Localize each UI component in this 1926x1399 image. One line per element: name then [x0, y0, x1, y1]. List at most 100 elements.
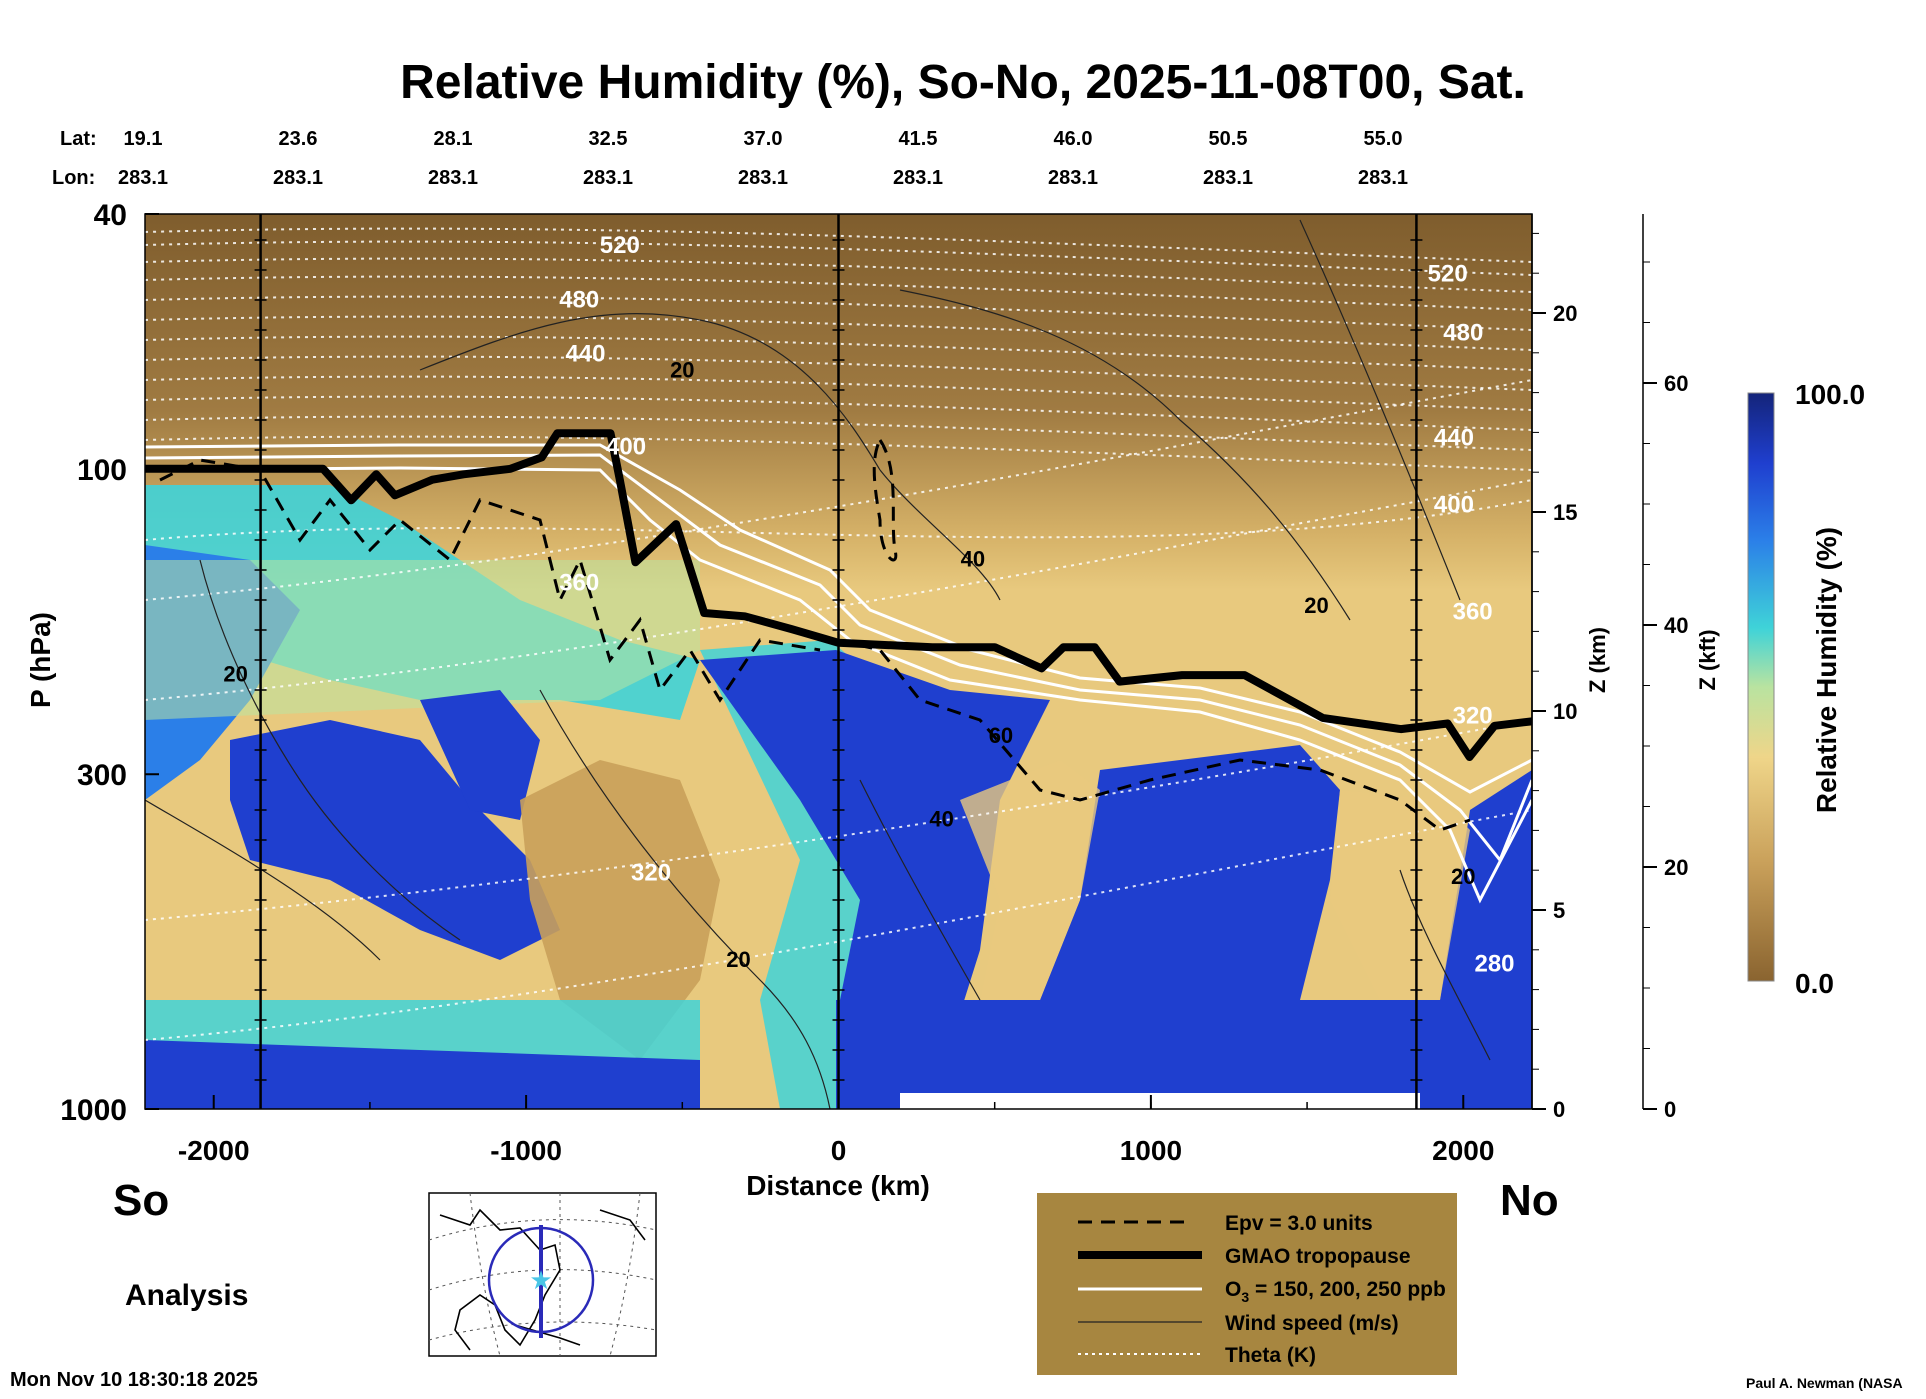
colorbar-label: Relative Humidity (%) [1811, 527, 1842, 813]
theta-label: 440 [1434, 425, 1474, 452]
epv-contour [159, 458, 821, 703]
z-kft-tick-label: 20 [1664, 855, 1688, 880]
legend-label-epv: Epv = 3.0 units [1225, 1212, 1373, 1235]
y-tick-label: 40 [94, 199, 127, 232]
wind-speed-contours [145, 219, 1491, 1109]
map-inset: ★ [428, 1192, 657, 1357]
wind-contour [879, 469, 1001, 601]
z-km-tick-label: 10 [1553, 699, 1577, 724]
z-km-tick-label: 15 [1553, 500, 1577, 525]
z-kft-tick-label: 0 [1664, 1097, 1676, 1122]
theta-label: 520 [600, 232, 640, 259]
star-icon: ★ [529, 1265, 552, 1295]
lat-lon-row: 19.1 283.1 23.6 283.1 28.1 283.1 32.5 283.1 37.0… [118, 128, 1408, 189]
theta-label: 400 [606, 434, 646, 461]
blue-deep-central [700, 650, 1050, 1109]
epv-contour [872, 437, 898, 562]
z-kft-tick-label: 40 [1664, 613, 1688, 638]
z-km-tick-label: 20 [1553, 301, 1577, 326]
wind-contour [1299, 219, 1461, 601]
z-kft-axis: 0 20 40 60 [1642, 214, 1688, 1122]
epv-contours [159, 437, 1471, 832]
theta-label: 280 [1474, 951, 1514, 978]
lon-value: 283.1 [583, 167, 633, 189]
analysis-label: Analysis [125, 1279, 248, 1312]
wind-contour [145, 799, 381, 961]
blue-bottom-north [836, 1000, 1532, 1109]
theta-label: 320 [1453, 703, 1493, 730]
blue-deep-south [230, 720, 560, 960]
lon-value: 283.1 [1358, 167, 1408, 189]
x-tick-label: 1000 [1120, 1135, 1182, 1166]
legend-label-theta: Theta (K) [1225, 1344, 1316, 1367]
wind-speed-label: 60 [989, 723, 1013, 748]
credit-label: Paul A. Newman (NASA [1746, 1375, 1903, 1391]
lat-value: 23.6 [279, 128, 318, 150]
lon-label: Lon: [52, 167, 95, 189]
y-axis-label: P (hPa) [25, 612, 56, 708]
lon-value: 283.1 [118, 167, 168, 189]
coastline [439, 1208, 646, 1351]
lon-value: 283.1 [738, 167, 788, 189]
south-label: So [113, 1176, 169, 1225]
theta-contour [145, 719, 1532, 921]
wind-contour [419, 313, 881, 471]
theta-label: 360 [559, 570, 599, 597]
ozone-contour [145, 466, 1532, 904]
theta-labels: 520 480 440 400 360 320 520 480 440 400 360 320 280 [559, 232, 1514, 978]
theta-label: 400 [1434, 491, 1474, 518]
wind-contour [199, 559, 461, 941]
lat-label: Lat: [60, 128, 97, 150]
wind-speed-label: 40 [961, 546, 985, 571]
x-tick-label: 2000 [1432, 1135, 1494, 1166]
y-tick-label: 300 [77, 759, 127, 792]
x-tick-label: -1000 [490, 1135, 562, 1166]
wind-contour [539, 689, 831, 1109]
lat-value: 50.5 [1209, 128, 1248, 150]
theta-label: 480 [1443, 319, 1483, 346]
blue-deep-mid [420, 690, 540, 820]
lat-value: 28.1 [434, 128, 473, 150]
colorbar [1747, 392, 1775, 982]
theta-contour [145, 227, 1532, 263]
theta-label: 480 [559, 287, 599, 314]
z-km-axis: 0 5 10 15 20 [1531, 214, 1577, 1122]
theta-contour [145, 257, 1532, 293]
theta-label: 320 [631, 860, 671, 887]
lon-value: 283.1 [1048, 167, 1098, 189]
theta-contour [145, 395, 1532, 431]
y-tick-label: 100 [77, 454, 127, 487]
wind-speed-label: 20 [1451, 864, 1475, 889]
wind-contour [899, 289, 1351, 621]
epv-contour [835, 638, 1471, 832]
legend-label-wind: Wind speed (m/s) [1225, 1312, 1399, 1335]
blue-bottom-south [145, 1040, 700, 1109]
tropopause-line [145, 429, 1532, 761]
wind-speed-labels: 20 40 20 20 60 40 20 20 [223, 357, 1475, 972]
theta-contour [145, 435, 1532, 471]
theta-contour [145, 275, 1532, 311]
theta-contour [145, 315, 1532, 351]
y-tick-label: 1000 [60, 1094, 127, 1127]
lon-value: 283.1 [893, 167, 943, 189]
x-axis-label: Distance (km) [746, 1170, 930, 1201]
wind-speed-label: 20 [223, 662, 247, 687]
moist-green-band [145, 560, 700, 720]
theta-label: 520 [1428, 261, 1468, 288]
y-axis: 40 100 300 1000 [60, 199, 159, 1127]
z-kft-axis-label: Z (kft) [1695, 629, 1720, 690]
wind-speed-label: 40 [929, 806, 953, 831]
z-kft-tick-label: 60 [1664, 371, 1688, 396]
missing-data [900, 1093, 1420, 1109]
lat-value: 55.0 [1364, 128, 1403, 150]
x-axis: -2000 -1000 0 1000 2000 [178, 1095, 1494, 1166]
timestamp: Mon Nov 10 18:30:18 2025 [10, 1369, 258, 1391]
theta-contour [145, 375, 1532, 411]
wind-speed-label: 20 [726, 947, 750, 972]
ozone-label-sub: 3 [1241, 1289, 1249, 1305]
tropopause-path [145, 429, 1532, 761]
theta-contour [145, 335, 1532, 371]
station-lines [254, 214, 1423, 1109]
north-label: No [1500, 1176, 1559, 1225]
